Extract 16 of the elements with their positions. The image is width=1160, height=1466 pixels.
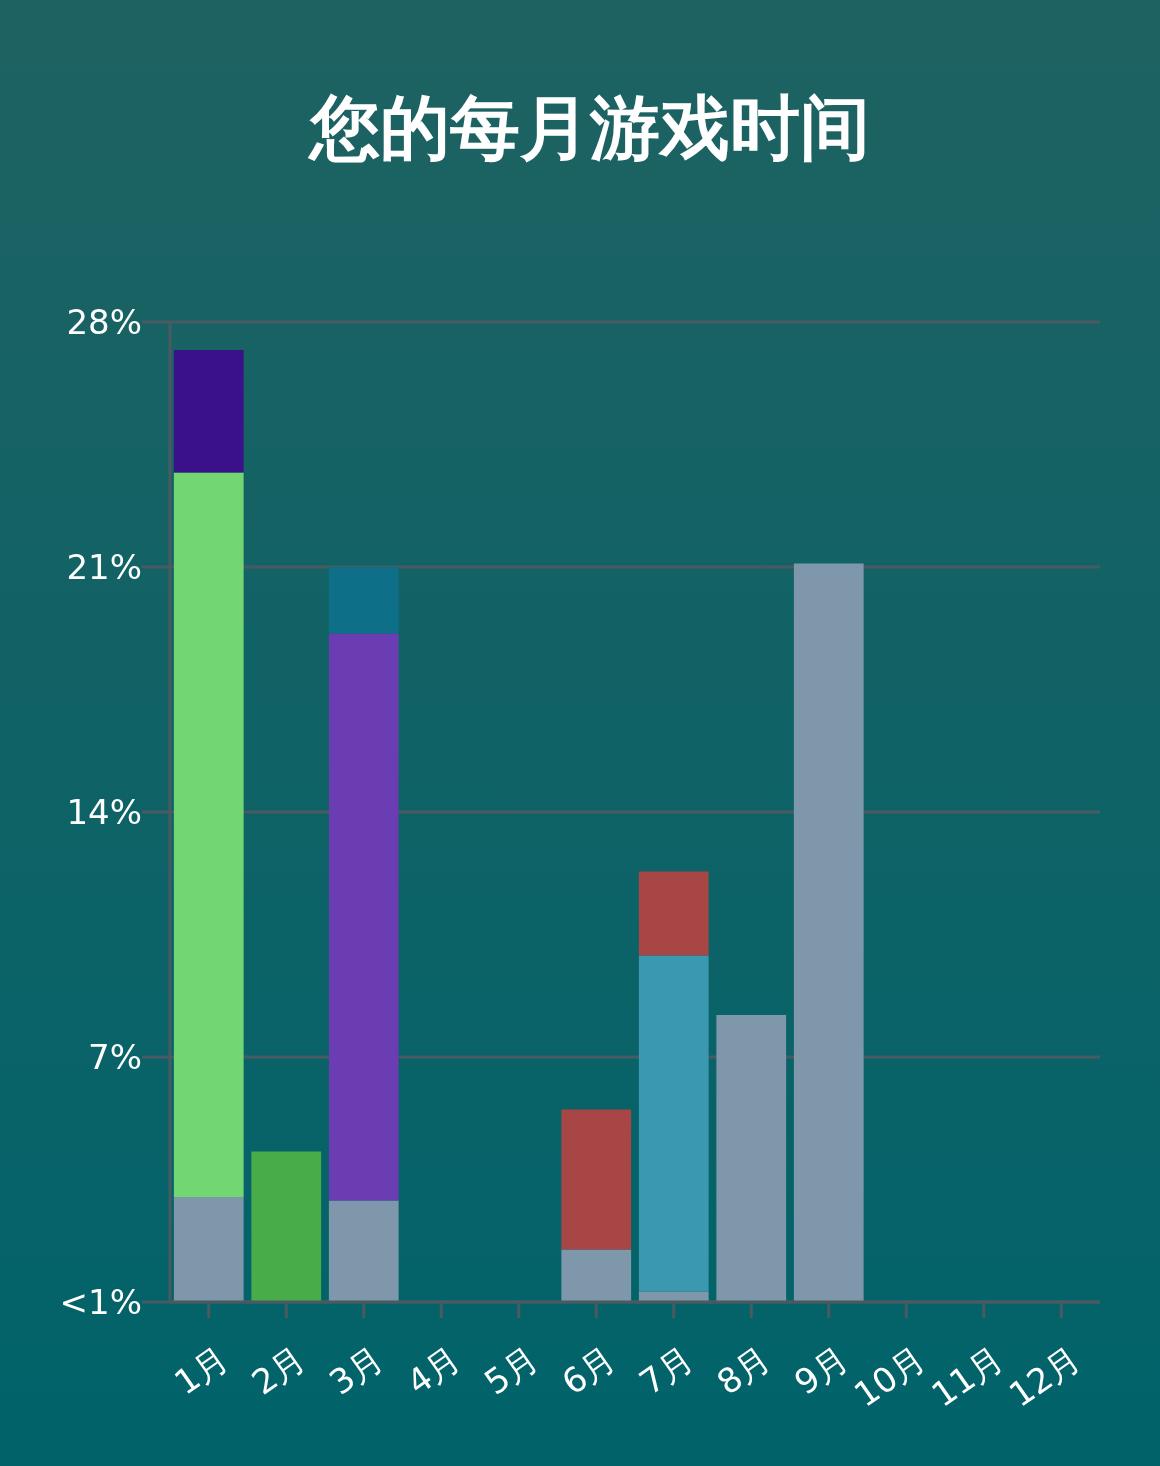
chart-title: 您的每月游戏时间 xyxy=(307,87,870,169)
x-tick-label: 2月 xyxy=(244,1337,313,1403)
y-tick-label: 14% xyxy=(66,792,142,832)
x-tick-label: 7月 xyxy=(631,1337,701,1403)
y-tick-label: 28% xyxy=(66,302,142,342)
x-tick-label: 8月 xyxy=(709,1337,778,1403)
x-tick-label: 1月 xyxy=(166,1337,236,1403)
x-tick-label: 12月 xyxy=(1001,1337,1088,1415)
x-tick-label: 3月 xyxy=(321,1337,391,1403)
x-tick-label: 10月 xyxy=(846,1337,933,1415)
y-tick-label: 7% xyxy=(88,1037,142,1077)
y-tick-label: 21% xyxy=(66,547,142,587)
y-tick-label: <1% xyxy=(59,1282,142,1322)
x-tick-label: 4月 xyxy=(399,1337,468,1403)
x-tick-label: 6月 xyxy=(554,1337,623,1403)
x-tick-label: 5月 xyxy=(476,1337,546,1403)
